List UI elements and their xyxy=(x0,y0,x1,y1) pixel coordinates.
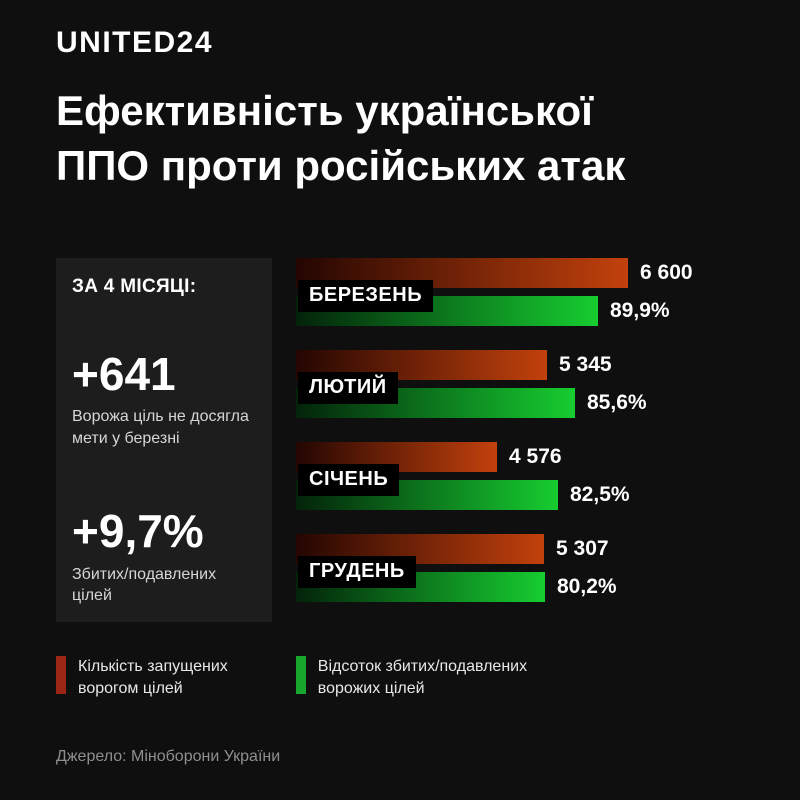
month-label: ГРУДЕНЬ xyxy=(298,556,416,588)
launched-value: 5 345 xyxy=(559,353,612,376)
launched-value: 4 576 xyxy=(509,445,562,468)
source-attribution: Джерело: Міноборони України xyxy=(56,748,281,765)
intercepted-value: 80,2% xyxy=(557,575,617,598)
legend-label-intercepted: Відсоток збитих/подавлених ворожих цілей xyxy=(317,658,528,697)
intercepted-value: 89,9% xyxy=(610,299,670,322)
stat-intercept-gain-value: +9,7% xyxy=(72,505,204,558)
month-label: БЕРЕЗЕНЬ xyxy=(298,280,434,312)
bar-group-december: 5 307 ГРУДЕНЬ 80,2% xyxy=(296,534,766,602)
month-label: ЛЮТИЙ xyxy=(298,372,398,404)
bar-group-january: 4 576 СІЧЕНЬ 82,5% xyxy=(296,442,766,510)
stat-missed-value: +641 xyxy=(72,348,176,400)
summary-heading: ЗА 4 МІСЯЦІ: xyxy=(72,276,197,297)
summary-panel: ЗА 4 МІСЯЦІ: +641 Ворожа ціль не досягла… xyxy=(56,258,272,622)
launched-value: 6 600 xyxy=(640,261,693,284)
intercepted-value: 82,5% xyxy=(570,483,630,506)
bar-chart: 6 600 БЕРЕЗЕНЬ 89,9% 5 345 ЛЮТИЙ 85,6% 4… xyxy=(296,258,766,626)
title-line-1: Ефективність української xyxy=(56,87,593,134)
page-title: Ефективність української ППО проти росій… xyxy=(56,84,625,193)
launched-value: 5 307 xyxy=(556,537,609,560)
legend-swatch-launched xyxy=(56,656,66,694)
month-label: СІЧЕНЬ xyxy=(298,464,400,496)
legend-swatch-intercepted xyxy=(295,656,306,694)
title-line-2: ППО проти російських атак xyxy=(56,141,626,189)
legend-item-launched: Кількість запущених ворогом цілей xyxy=(56,656,228,699)
stat-intercept-gain-caption: Збитих/подавлених цілей xyxy=(72,565,217,605)
united24-logo: UNITED24 xyxy=(56,26,214,59)
legend-item-intercepted: Відсоток збитих/подавлених ворожих цілей xyxy=(295,656,528,699)
bar-group-march: 6 600 БЕРЕЗЕНЬ 89,9% xyxy=(296,258,766,326)
legend-label-launched: Кількість запущених ворогом цілей xyxy=(78,658,228,697)
intercepted-value: 85,6% xyxy=(587,391,647,414)
legend: Кількість запущених ворогом цілей Відсот… xyxy=(56,656,527,699)
bar-group-february: 5 345 ЛЮТИЙ 85,6% xyxy=(296,350,766,418)
stat-missed-caption: Ворожа ціль не досягла мети у березні xyxy=(72,408,249,447)
